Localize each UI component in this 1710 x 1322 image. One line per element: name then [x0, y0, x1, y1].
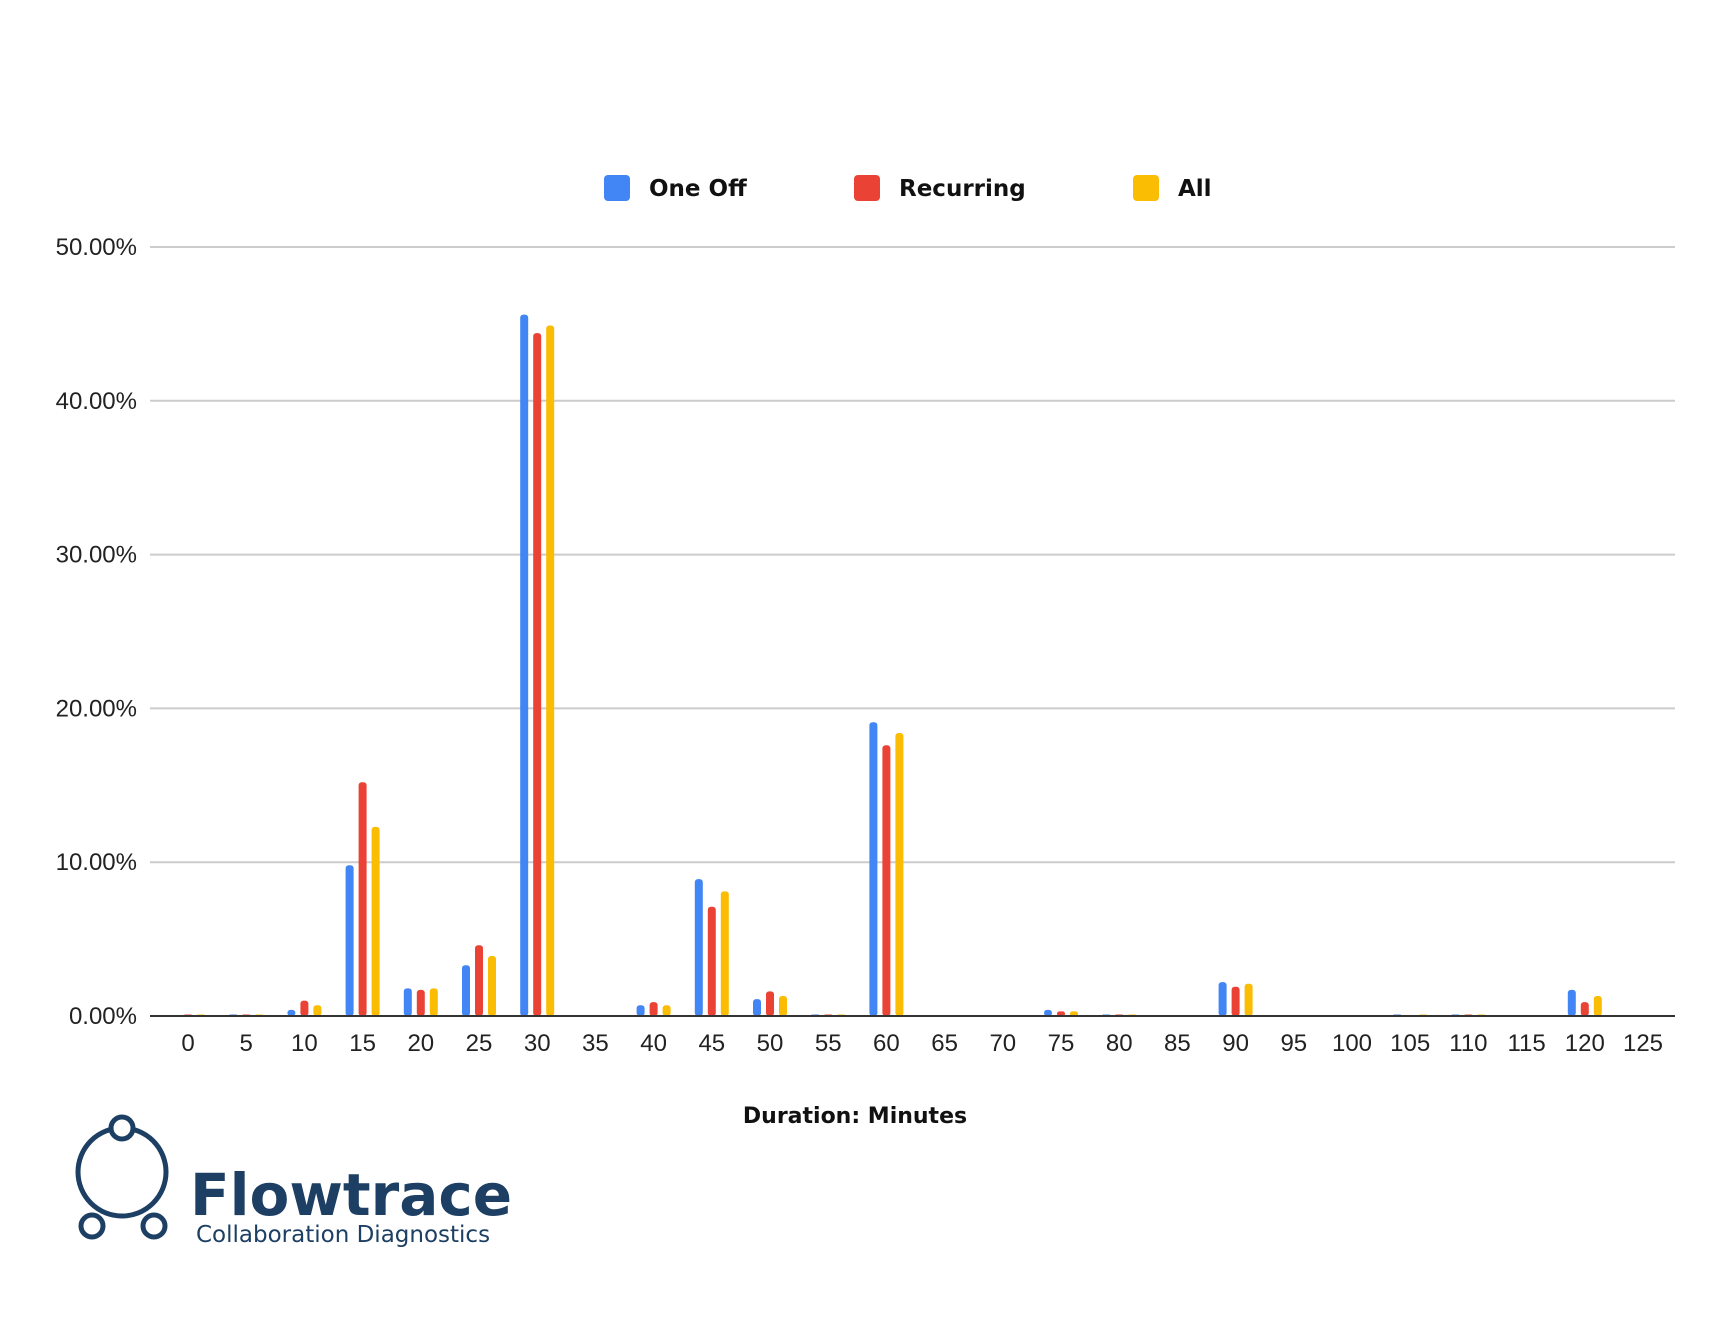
x-tick-label: 40 — [640, 1030, 667, 1057]
legend-swatch-recurring — [854, 175, 880, 201]
bar-recurring-30 — [533, 333, 542, 1016]
x-tick-label: 90 — [1222, 1030, 1249, 1057]
x-tick-label: 25 — [466, 1030, 493, 1057]
bar-one-off-25 — [462, 965, 470, 1016]
bar-one-off-50 — [753, 999, 761, 1016]
x-tick-label: 20 — [407, 1030, 434, 1057]
brand-name: Flowtrace — [190, 1161, 512, 1229]
bar-recurring-75 — [1057, 1011, 1065, 1016]
x-axis-label: Duration: Minutes — [743, 1104, 967, 1129]
bar-recurring-120 — [1580, 1002, 1589, 1016]
x-tick-label: 115 — [1507, 1030, 1545, 1057]
bar-all-15 — [371, 826, 380, 1016]
bar-recurring-60 — [882, 745, 891, 1016]
bar-all-50 — [779, 996, 787, 1016]
y-tick-label: 30.00% — [56, 542, 137, 569]
y-axis-ticks: 0.00% 10.00% 20.00% 30.00% 40.00% 50.00% — [56, 234, 137, 1030]
bar-one-off-20 — [403, 988, 412, 1016]
bar-recurring-25 — [475, 945, 483, 1016]
x-tick-label: 110 — [1449, 1030, 1487, 1057]
y-tick-label: 10.00% — [56, 849, 137, 876]
x-tick-label: 35 — [582, 1030, 609, 1057]
bar-all-45 — [720, 891, 729, 1016]
bar-recurring-40 — [649, 1002, 658, 1016]
legend: One Off Recurring All — [604, 175, 1212, 202]
bar-all-40 — [662, 1005, 671, 1016]
legend-swatch-all — [1133, 175, 1159, 201]
x-tick-label: 70 — [989, 1030, 1016, 1057]
bar-one-off-60 — [869, 722, 878, 1016]
bar-all-30 — [546, 325, 555, 1016]
legend-label-all: All — [1178, 176, 1212, 202]
y-tick-label: 0.00% — [69, 1003, 137, 1030]
bar-recurring-10 — [300, 1000, 309, 1016]
x-tick-label: 5 — [240, 1030, 253, 1057]
bar-all-120 — [1593, 996, 1602, 1016]
bar-all-25 — [488, 956, 496, 1016]
y-tick-label: 20.00% — [56, 695, 137, 722]
x-tick-label: 45 — [698, 1030, 725, 1057]
bar-one-off-45 — [694, 879, 703, 1016]
bar-one-off-40 — [636, 1005, 645, 1016]
triangle-network-icon — [75, 1114, 169, 1240]
x-axis-ticks: 0 5 10 15 20 25 30 35 40 45 50 55 60 65 70 75 80 85 90 95 10… — [181, 1030, 1663, 1057]
bar-one-off-75 — [1044, 1009, 1052, 1016]
bar-one-off-10 — [287, 1009, 296, 1016]
x-tick-label: 30 — [524, 1030, 551, 1057]
bar-recurring-90 — [1231, 986, 1240, 1016]
x-tick-label: 50 — [757, 1030, 784, 1057]
x-tick-label: 80 — [1106, 1030, 1133, 1057]
bars — [184, 314, 1602, 1016]
bar-all-90 — [1244, 983, 1253, 1016]
x-tick-label: 95 — [1280, 1030, 1307, 1057]
bar-one-off-30 — [520, 314, 529, 1016]
x-tick-label: 55 — [815, 1030, 842, 1057]
x-tick-label: 10 — [291, 1030, 318, 1057]
legend-label-recurring: Recurring — [899, 176, 1026, 202]
legend-label-one-off: One Off — [649, 176, 747, 202]
bar-all-60 — [895, 733, 904, 1016]
x-tick-label: 120 — [1565, 1030, 1605, 1057]
bar-one-off-15 — [345, 865, 354, 1016]
x-tick-label: 15 — [349, 1030, 376, 1057]
bar-all-10 — [313, 1005, 322, 1016]
x-tick-label: 75 — [1048, 1030, 1075, 1057]
y-tick-label: 40.00% — [56, 388, 137, 415]
legend-swatch-one-off — [604, 175, 630, 201]
bar-one-off-90 — [1218, 982, 1227, 1016]
x-tick-label: 100 — [1332, 1030, 1372, 1057]
x-tick-label: 0 — [181, 1030, 194, 1057]
bar-one-off-120 — [1567, 989, 1576, 1016]
bar-recurring-15 — [358, 782, 367, 1016]
x-tick-label: 60 — [873, 1030, 900, 1057]
bar-all-20 — [429, 988, 438, 1016]
bar-recurring-50 — [766, 991, 774, 1016]
x-tick-label: 85 — [1164, 1030, 1191, 1057]
x-tick-label: 125 — [1623, 1030, 1663, 1057]
bar-recurring-45 — [707, 906, 716, 1016]
bar-recurring-20 — [416, 989, 425, 1016]
x-tick-label: 105 — [1390, 1030, 1430, 1057]
y-tick-label: 50.00% — [56, 234, 137, 261]
bar-all-75 — [1070, 1011, 1078, 1016]
brand-tagline: Collaboration Diagnostics — [196, 1222, 490, 1248]
x-tick-label: 65 — [931, 1030, 958, 1057]
gridlines — [150, 246, 1675, 864]
